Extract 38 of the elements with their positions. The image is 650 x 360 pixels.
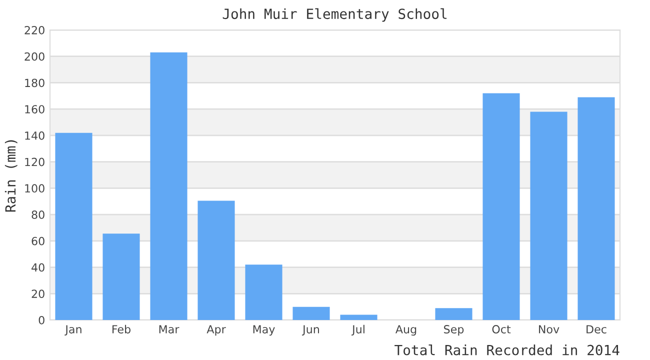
x-tick-label: Nov (538, 325, 560, 334)
bar (482, 93, 520, 320)
bar (198, 200, 235, 320)
x-tick-label: Aug (395, 325, 416, 336)
x-tick-label: Jul (351, 324, 364, 336)
x-tick-label: Jun (302, 325, 319, 336)
y-tick-label: 120 (25, 158, 44, 166)
y-tick-label: 0 (38, 316, 44, 324)
x-tick-label: Mar (159, 325, 180, 334)
y-tick-label: 160 (25, 105, 44, 114)
bar (55, 132, 92, 320)
y-axis-title: Rain (mm) (4, 140, 18, 212)
bar (150, 52, 188, 320)
bar (578, 97, 615, 320)
y-tick-label: 80 (32, 210, 44, 219)
bar (292, 306, 330, 320)
y-tick-label: 100 (25, 184, 44, 193)
y-tick-label: 40 (32, 263, 44, 272)
x-tick-label: Oct (492, 325, 511, 334)
y-tick-label: 60 (32, 236, 44, 246)
y-tick-label: 180 (25, 78, 44, 88)
bar (340, 314, 378, 320)
x-tick-label: Feb (112, 324, 130, 334)
y-tick-label: 20 (32, 290, 44, 298)
bar (530, 112, 568, 320)
y-tick-label: 200 (24, 52, 44, 61)
x-tick-label: Sep (444, 325, 464, 336)
bar (435, 308, 472, 320)
x-tick-label: Jan (64, 325, 82, 336)
x-tick-label: May (253, 325, 275, 336)
y-tick-label: 140 (25, 131, 44, 140)
x-tick-label: Apr (206, 325, 226, 336)
x-axis-title: Total Rain Recorded in 2014 (394, 344, 620, 356)
y-tick-label: 220 (24, 26, 44, 34)
bar (245, 264, 282, 320)
x-tick-label: Dec (586, 325, 606, 334)
bar (102, 234, 140, 320)
chart-title: John Muir Elementary School (222, 8, 447, 22)
